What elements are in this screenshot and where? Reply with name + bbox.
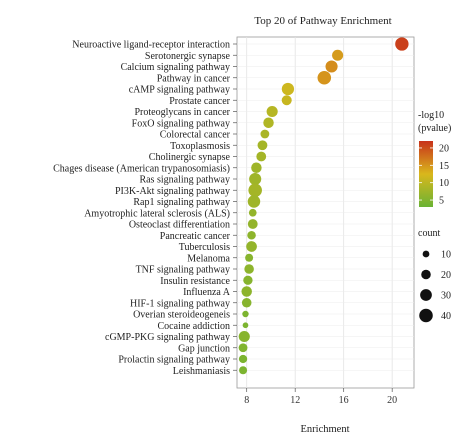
y-tick-label: Insulin resistance [160, 276, 230, 287]
data-point [247, 195, 261, 208]
x-axis-title: Enrichment [301, 424, 350, 435]
y-tick-label: Toxoplasmosis [170, 141, 230, 152]
y-tick-label: Prostate cancer [169, 96, 230, 107]
y-tick-label: Cholinergic synapse [149, 152, 231, 163]
size-legend-title: count [418, 228, 440, 239]
data-point [238, 343, 248, 353]
data-point [317, 70, 332, 85]
y-tick-label: Melanoma [187, 253, 230, 264]
data-point [238, 354, 248, 364]
data-point [247, 230, 256, 240]
size-legend-dot [422, 250, 430, 258]
y-tick-label: Pancreatic cancer [160, 231, 231, 242]
y-tick-label: Prolactin signaling pathway [118, 355, 230, 366]
y-tick-label: Ras signaling pathway [139, 175, 230, 186]
y-tick-label: Chages disease (American trypanosomiasis… [53, 163, 230, 174]
color-legend-title-line2: (pvalue) [418, 123, 451, 134]
y-tick-label: Cocaine addiction [158, 321, 230, 332]
y-tick-label: Gap junction [178, 343, 230, 354]
color-legend-tick-label: 20 [439, 143, 449, 154]
y-tick-label: cAMP signaling pathway [129, 85, 230, 96]
data-point [281, 95, 292, 106]
y-tick-label: PI3K-Akt signaling pathway [115, 186, 230, 197]
data-point [246, 241, 257, 252]
y-tick-label: Leishmaniasis [173, 366, 230, 377]
data-point [256, 151, 267, 162]
color-legend-tick-label: 15 [439, 161, 449, 172]
y-tick-label: Colorectal cancer [160, 130, 231, 141]
data-point [241, 286, 252, 297]
y-tick-label: TNF signaling pathway [136, 265, 230, 276]
data-point [238, 330, 250, 343]
data-point [266, 105, 278, 118]
y-tick-label: Tuberculosis [179, 242, 230, 253]
color-legend: -log10 (pvalue) 5 10 15 20 [418, 110, 451, 207]
chart-title: Top 20 of Pathway Enrichment [254, 15, 391, 27]
x-tick-label: 12 [290, 395, 300, 406]
data-point [395, 37, 409, 51]
size-legend-label: 40 [441, 311, 451, 322]
size-legend-label: 30 [441, 291, 451, 302]
data-point [260, 129, 270, 139]
data-point [241, 297, 252, 308]
data-point [242, 310, 249, 318]
color-legend-title-line1: -log10 [418, 110, 444, 121]
y-tick-label: Influenza A [183, 287, 231, 298]
size-legend-label: 10 [441, 250, 451, 261]
data-point [249, 172, 262, 186]
data-point [281, 82, 295, 96]
data-point [243, 275, 253, 285]
color-legend-bar [419, 141, 433, 207]
data-point [248, 208, 257, 217]
data-point [325, 60, 338, 73]
data-point [251, 162, 262, 173]
y-axis-labels: Neuroactive ligand-receptor interactionS… [53, 40, 237, 377]
color-legend-tick-label: 10 [439, 178, 449, 189]
y-tick-label: Osteoclast differentiation [129, 220, 230, 231]
size-legend-dot [421, 269, 431, 280]
data-point [245, 253, 254, 262]
data-point [257, 140, 268, 151]
y-tick-label: Neuroactive ligand-receptor interaction [72, 40, 230, 51]
y-tick-label: HIF-1 signaling pathway [130, 298, 230, 309]
data-point [332, 49, 344, 61]
data-point [263, 117, 274, 128]
x-tick-label: 16 [339, 395, 349, 406]
data-point [248, 183, 262, 198]
data-point [247, 219, 258, 229]
size-legend-label: 20 [441, 270, 451, 281]
y-tick-label: Serotonergic synapse [145, 51, 231, 62]
y-tick-label: Pathway in cancer [157, 73, 231, 84]
y-tick-label: Rap1 signaling pathway [133, 197, 230, 208]
data-point [242, 322, 249, 329]
y-tick-label: cGMP-PKG signaling pathway [105, 332, 230, 343]
y-tick-label: Calcium signaling pathway [121, 62, 230, 73]
data-point [239, 366, 248, 375]
size-legend-dot [419, 308, 433, 323]
size-legend-dot [420, 289, 432, 301]
size-legend: count 10 20 30 40 [418, 228, 451, 323]
y-tick-label: Proteoglycans in cancer [134, 107, 230, 118]
x-axis-ticks: 8 12 16 20 [244, 388, 397, 406]
color-legend-tick-label: 5 [439, 196, 444, 207]
y-tick-label: FoxO signaling pathway [132, 118, 230, 129]
x-tick-label: 8 [244, 395, 249, 406]
y-tick-label: Amyotrophic lateral sclerosis (ALS) [84, 208, 230, 219]
data-point [244, 264, 254, 274]
y-tick-label: Overian steroideogeneis [133, 310, 230, 321]
data-points [238, 37, 409, 375]
x-tick-label: 20 [387, 395, 397, 406]
